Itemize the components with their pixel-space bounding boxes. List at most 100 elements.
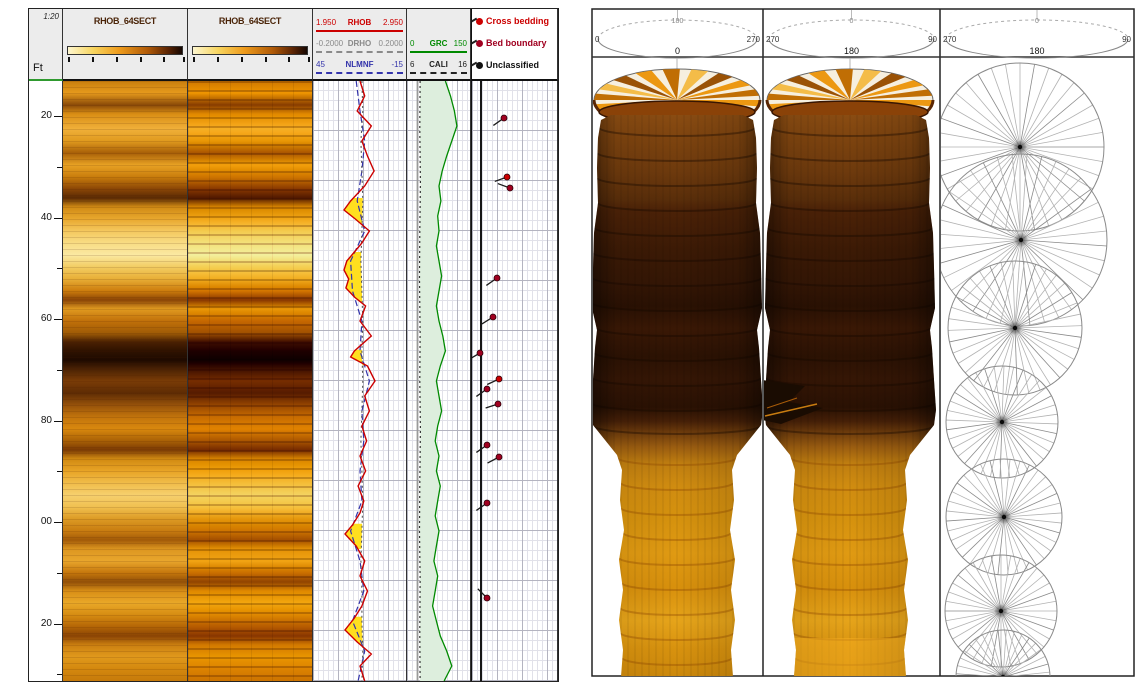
wheel-spoke	[957, 665, 1001, 676]
grc-fill	[419, 81, 457, 681]
legend-item-unclassified: Unclassified	[471, 55, 556, 75]
wheel-spoke	[1003, 464, 1030, 518]
wheel-spoke	[949, 400, 1003, 423]
wheel-spoke	[1014, 327, 1061, 379]
wheel-spoke	[1000, 610, 1030, 660]
unclassified-dot-icon	[471, 61, 483, 69]
wheel-spoke	[951, 491, 1005, 518]
spoke-wheel-column	[941, 62, 1108, 679]
wheel-spoke	[1014, 292, 1073, 329]
wheel-spoke	[1014, 327, 1069, 370]
wheel-spoke	[1003, 516, 1037, 566]
legend-label: Cross bedding	[486, 16, 550, 26]
wheel-spoke	[973, 327, 1016, 382]
wheel-spoke	[981, 558, 1002, 612]
wheel-spoke	[1000, 262, 1016, 329]
wheel-spoke	[977, 677, 1003, 679]
wheel-spoke	[941, 239, 1022, 249]
azimuth-label: 0	[1035, 18, 1039, 25]
wheel-spoke	[949, 191, 1022, 241]
wheel-spoke	[971, 468, 1005, 518]
wheel-spoke	[1000, 610, 1021, 664]
depth-scale-label: 1:20	[43, 12, 59, 21]
wheel-spoke	[1003, 476, 1046, 518]
wheel-spoke	[968, 644, 1003, 676]
wheel-rim	[955, 629, 1051, 676]
wheel-spoke	[1000, 567, 1038, 612]
wheel-hub	[999, 419, 1005, 425]
wheel-spoke	[1020, 230, 1107, 241]
wheel-spoke	[941, 132, 1021, 148]
wheel-spoke	[948, 421, 1003, 440]
wheel-spoke	[1014, 264, 1037, 329]
borehole-image-track-1	[63, 81, 188, 681]
wheel-spoke	[1003, 461, 1021, 518]
cali-name: CALI	[429, 60, 448, 69]
azimuth-label: 180	[1029, 46, 1044, 56]
wheel-spoke	[1003, 516, 1057, 543]
wheel-spoke	[1014, 239, 1022, 326]
wheel-spoke	[992, 677, 1003, 679]
grc-min: 0	[410, 39, 415, 48]
wheel-spoke	[1001, 380, 1040, 423]
tadpole-dot	[476, 349, 484, 357]
wheel-spoke	[1020, 239, 1100, 276]
wheel-spoke	[1011, 154, 1022, 241]
wheel-spoke	[957, 327, 1016, 364]
wheel-spoke	[1000, 558, 1021, 612]
depth-tick-minor	[57, 674, 62, 676]
wheel-spoke	[1001, 421, 1044, 460]
starburst-wedge	[677, 73, 733, 100]
depth-tick-minor	[57, 572, 62, 574]
cali-max: 16	[458, 60, 467, 69]
azimuth-label: 270	[766, 35, 780, 44]
wheel-spoke	[948, 318, 1016, 329]
curve-track-a-header: 1.950 RHOB 2.950 -0.2000 DRHO 0.2000 45 …	[313, 9, 407, 81]
legend-item-bed-boundary: Bed boundary	[471, 33, 556, 53]
wheel-spoke	[957, 421, 1003, 457]
depth-tick-major	[54, 420, 62, 422]
wheel-spoke	[947, 516, 1005, 532]
starburst-wedge	[850, 69, 882, 100]
wheel-spoke	[1000, 610, 1045, 648]
wheel-spoke	[1003, 459, 1011, 518]
wheel-spoke	[955, 516, 1005, 550]
wheel-spoke	[1005, 327, 1016, 395]
wheel-spoke	[1019, 64, 1035, 148]
wheel-spoke	[947, 409, 1003, 423]
wheel-spoke	[1001, 404, 1056, 423]
wheel-spoke	[957, 574, 1002, 612]
wheel-spoke	[948, 500, 1005, 518]
depth-label: 40	[40, 211, 52, 223]
azimuth-label: 270	[943, 35, 957, 44]
wheel-spoke	[958, 677, 1003, 679]
wheel-spoke	[987, 516, 1005, 573]
wheel-spoke	[1019, 146, 1103, 162]
colorbar-tick	[241, 57, 244, 62]
wheel-spoke	[941, 146, 1021, 177]
wheel-spoke	[1003, 469, 1039, 518]
image-track-2-header: RHOB_64SECT	[188, 9, 313, 81]
depth-label: 60	[40, 313, 52, 324]
wheel-spoke	[941, 239, 1022, 264]
wheel-spoke	[1020, 189, 1091, 241]
wheel-spoke	[1001, 369, 1024, 423]
wheel-hub	[1001, 674, 1005, 676]
wheel-rim	[947, 260, 1083, 396]
starburst-wedge	[677, 69, 709, 100]
depth-tick-major	[54, 116, 62, 117]
wheel-spoke	[980, 421, 1003, 475]
wheel-spoke	[1005, 146, 1021, 230]
wheel-spoke	[1020, 201, 1099, 241]
grc-max: 150	[453, 39, 467, 48]
wheel-spoke	[1000, 582, 1050, 612]
wheel-spoke	[1014, 268, 1047, 329]
wheel-spoke	[1003, 512, 1062, 518]
wheel-spoke	[972, 610, 1002, 660]
depth-unit-label: Ft	[33, 62, 43, 74]
wheel-hub	[1018, 237, 1024, 243]
colorbar-tick	[163, 57, 166, 62]
wheel-spoke	[1001, 374, 1033, 423]
wheel-spoke	[1003, 493, 1058, 518]
wheel-spoke	[1020, 156, 1043, 241]
